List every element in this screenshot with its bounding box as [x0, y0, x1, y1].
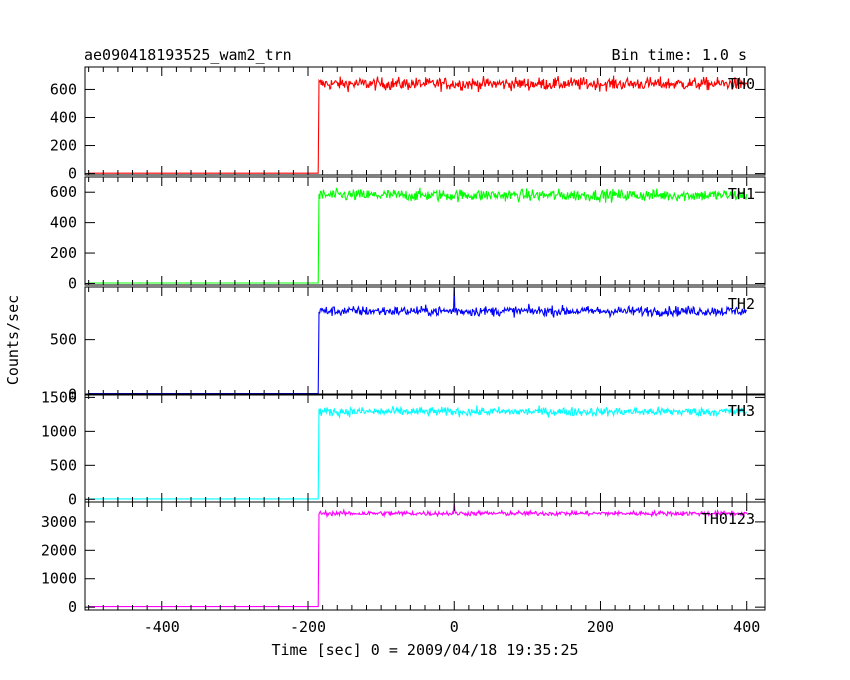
series-label: TH2	[728, 295, 755, 313]
series-line-th2	[88, 286, 748, 395]
panel-th0123: 0 1000 2000 3000 TH0123	[41, 501, 766, 616]
y-tick-label: 400	[50, 108, 77, 126]
y-tick-label: 1000	[41, 422, 77, 440]
panel-th3: 0 500 1000 1500 TH3	[41, 388, 766, 508]
y-tick-label: 1000	[41, 570, 77, 588]
y-tick-label: 1500	[41, 388, 77, 406]
x-axis-label: Time [sec] 0 = 2009/04/18 19:35:25	[271, 641, 578, 659]
y-tick-label: 200	[50, 244, 77, 262]
y-tick-label: 3000	[41, 513, 77, 531]
y-tick-label: 0	[68, 598, 77, 616]
series-line-th0123	[88, 503, 748, 608]
y-tick-label: 500	[50, 331, 77, 349]
y-tick-label: 2000	[41, 541, 77, 559]
bin-time-label: Bin time: 1.0 s	[612, 46, 747, 64]
panels: 0 200 400 600 TH0 0 200 400 600 TH1 0 500 TH2 0 500 100…	[41, 66, 766, 616]
y-tick-label: 0	[68, 490, 77, 508]
y-tick-label: 0	[68, 385, 77, 403]
plot-title: ae090418193525_wam2_trn	[84, 46, 292, 64]
series-label: TH0123	[701, 510, 755, 528]
panel-th0: 0 200 400 600 TH0	[50, 66, 766, 183]
series-line-th0	[88, 75, 748, 174]
x-tick-labels: -400 -200 0 200 400	[144, 618, 761, 636]
y-tick-label: 0	[68, 274, 77, 292]
panel-th2: 0 500 TH2	[50, 286, 766, 403]
y-tick-label: 0	[68, 165, 77, 183]
x-tick-label: -200	[290, 618, 326, 636]
y-tick-label: 400	[50, 214, 77, 232]
panel-frame	[84, 286, 766, 396]
y-tick-label: 600	[50, 80, 77, 98]
y-tick-label: 500	[50, 456, 77, 474]
series-line-th3	[88, 405, 747, 500]
x-tick-label: -400	[144, 618, 180, 636]
x-tick-label: 0	[450, 618, 459, 636]
series-line-th1	[88, 187, 748, 284]
panel-th1: 0 200 400 600 TH1	[50, 176, 766, 292]
x-tick-label: 400	[733, 618, 760, 636]
y-tick-label: 600	[50, 183, 77, 201]
series-label: TH1	[728, 185, 755, 203]
panel-frame	[84, 501, 766, 611]
series-label: TH0	[728, 75, 755, 93]
x-tick-label: 200	[587, 618, 614, 636]
y-axis-label: Counts/sec	[4, 295, 22, 385]
y-tick-label: 200	[50, 137, 77, 155]
series-label: TH3	[728, 402, 755, 420]
